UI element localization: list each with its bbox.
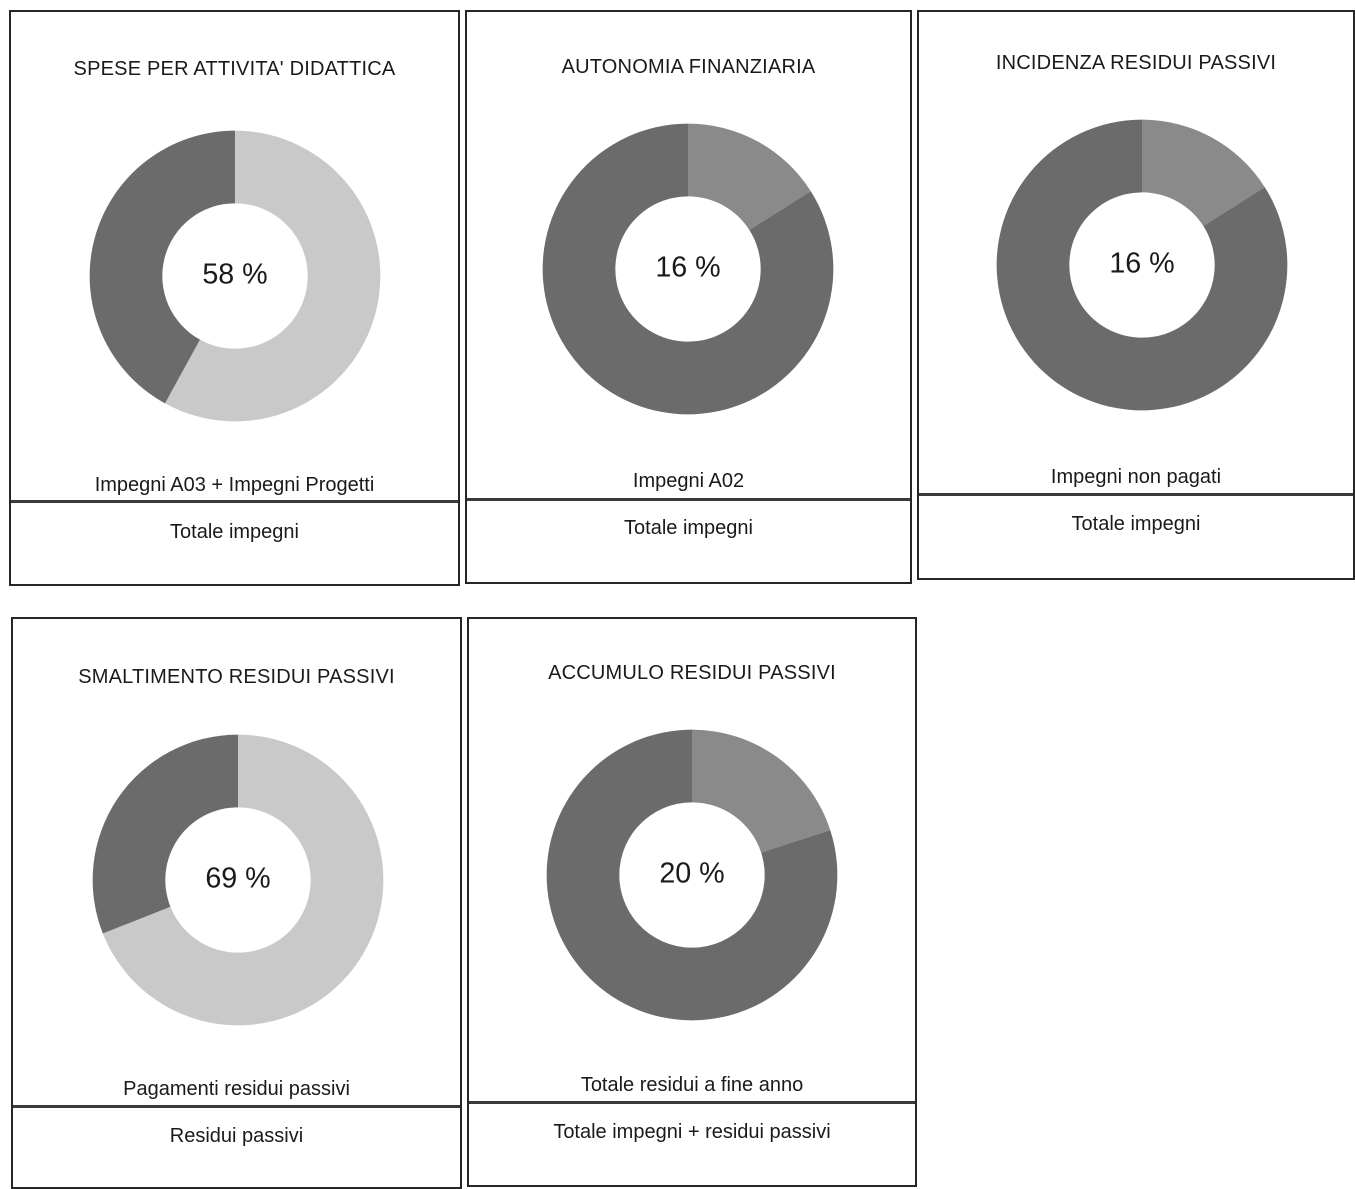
denominator-label: Totale impegni <box>1071 513 1201 535</box>
denominator-label: Residui passivi <box>169 1125 304 1147</box>
kpi-panel-accumulo-residui: ACCUMULO RESIDUI PASSIVI 20 % Totale res… <box>467 617 917 1187</box>
kpi-panel-incidenza-residui: INCIDENZA RESIDUI PASSIVI 16 % Impegni n… <box>917 10 1355 580</box>
donut-slice-value <box>1142 119 1265 227</box>
fraction-divider <box>467 498 910 501</box>
donut-slice-rest <box>546 729 838 1021</box>
donut-chart: 16 % <box>996 119 1288 411</box>
donut-slice-value <box>688 123 811 231</box>
kpi-panel-spese-didattica: SPESE PER ATTIVITA' DIDATTICA 58 % Impeg… <box>9 10 460 586</box>
donut-slice-value <box>164 130 381 422</box>
percent-label: 20 % <box>659 858 724 890</box>
donut-chart: 16 % <box>542 123 834 415</box>
fraction-divider <box>919 493 1353 496</box>
numerator-label: Totale residui a fine anno <box>580 1074 804 1096</box>
fraction-divider <box>13 1105 460 1108</box>
donut-slice-rest <box>92 734 239 934</box>
panel-title: AUTONOMIA FINANZIARIA <box>561 56 816 78</box>
panel-title: SMALTIMENTO RESIDUI PASSIVI <box>78 666 395 688</box>
kpi-panel-autonomia-finanziaria: AUTONOMIA FINANZIARIA 16 % Impegni A02 T… <box>465 10 912 584</box>
numerator-label: Impegni A02 <box>632 470 745 492</box>
percent-label: 16 % <box>1109 248 1174 280</box>
percent-label: 16 % <box>655 252 720 284</box>
donut-slice-rest <box>996 119 1288 411</box>
denominator-label: Totale impegni <box>170 521 299 543</box>
kpi-panel-smaltimento-residui: SMALTIMENTO RESIDUI PASSIVI 69 % Pagamen… <box>11 617 462 1189</box>
donut-chart: 58 % <box>89 130 381 422</box>
donut-slice-value <box>102 734 384 1026</box>
donut-slice-rest <box>542 123 834 415</box>
donut-slice-rest <box>89 130 236 404</box>
percent-label: 58 % <box>202 259 267 291</box>
panel-title: ACCUMULO RESIDUI PASSIVI <box>548 662 836 684</box>
panel-title: SPESE PER ATTIVITA' DIDATTICA <box>73 58 396 80</box>
donut-chart: 69 % <box>92 734 384 1026</box>
donut-slice-value <box>692 729 831 853</box>
denominator-label: Totale impegni + residui passivi <box>553 1121 831 1143</box>
fraction-divider <box>11 500 458 503</box>
numerator-label: Pagamenti residui passivi <box>123 1078 350 1100</box>
donut-chart: 20 % <box>546 729 838 1021</box>
percent-label: 69 % <box>205 863 270 895</box>
numerator-label: Impegni A03 + Impegni Progetti <box>94 474 375 496</box>
denominator-label: Totale impegni <box>624 517 753 539</box>
numerator-label: Impegni non pagati <box>1050 466 1222 488</box>
fraction-divider <box>469 1101 915 1104</box>
panel-title: INCIDENZA RESIDUI PASSIVI <box>995 52 1277 74</box>
